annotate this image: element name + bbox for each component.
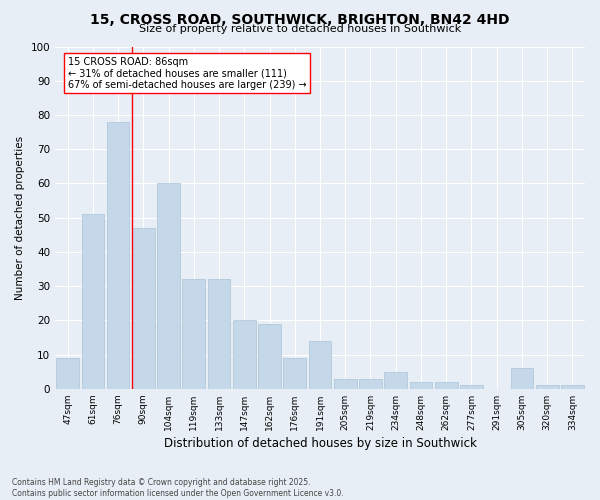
Bar — [208, 280, 230, 389]
Bar — [182, 280, 205, 389]
Bar — [107, 122, 130, 389]
Bar — [511, 368, 533, 389]
Text: Contains HM Land Registry data © Crown copyright and database right 2025.
Contai: Contains HM Land Registry data © Crown c… — [12, 478, 344, 498]
Bar — [561, 386, 584, 389]
Bar — [536, 386, 559, 389]
Bar — [157, 184, 180, 389]
Bar — [233, 320, 256, 389]
Text: 15, CROSS ROAD, SOUTHWICK, BRIGHTON, BN42 4HD: 15, CROSS ROAD, SOUTHWICK, BRIGHTON, BN4… — [90, 12, 510, 26]
Bar — [334, 378, 356, 389]
Text: 15 CROSS ROAD: 86sqm
← 31% of detached houses are smaller (111)
67% of semi-deta: 15 CROSS ROAD: 86sqm ← 31% of detached h… — [68, 57, 307, 90]
Bar — [385, 372, 407, 389]
Bar — [435, 382, 458, 389]
Text: Size of property relative to detached houses in Southwick: Size of property relative to detached ho… — [139, 24, 461, 34]
Bar — [410, 382, 433, 389]
Y-axis label: Number of detached properties: Number of detached properties — [15, 136, 25, 300]
Bar — [258, 324, 281, 389]
Bar — [308, 341, 331, 389]
Bar — [132, 228, 155, 389]
X-axis label: Distribution of detached houses by size in Southwick: Distribution of detached houses by size … — [164, 437, 476, 450]
Bar — [460, 386, 483, 389]
Bar — [82, 214, 104, 389]
Bar — [56, 358, 79, 389]
Bar — [283, 358, 306, 389]
Bar — [359, 378, 382, 389]
